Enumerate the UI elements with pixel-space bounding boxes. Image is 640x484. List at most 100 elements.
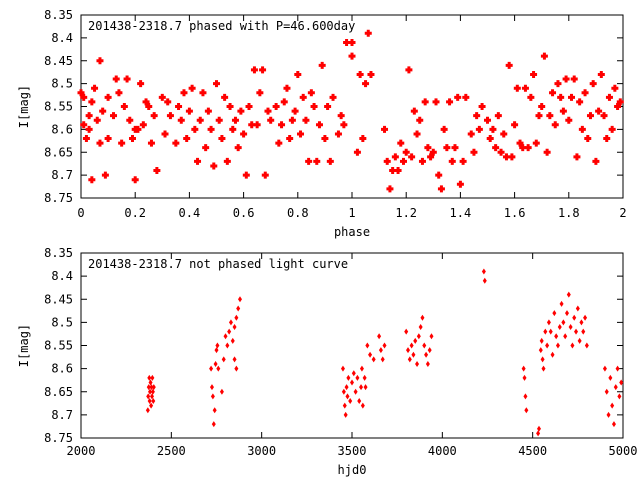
data-point [348, 38, 356, 46]
data-point [418, 157, 426, 165]
data-point [521, 365, 526, 372]
data-point [149, 384, 154, 391]
y-tick-label: 8.75 [44, 191, 73, 205]
data-point [603, 135, 611, 143]
data-point [297, 130, 305, 138]
data-point [286, 135, 294, 143]
data-point [110, 112, 118, 120]
data-point [229, 125, 237, 133]
data-point [554, 333, 559, 340]
data-point [353, 388, 358, 395]
data-point [180, 89, 188, 97]
data-point [145, 407, 150, 414]
data-point [563, 333, 568, 340]
data-point [377, 333, 382, 340]
data-point [538, 103, 546, 110]
data-point [435, 171, 443, 179]
data-point [538, 347, 543, 354]
data-point [541, 365, 546, 372]
data-point [196, 116, 204, 124]
data-point [413, 337, 418, 344]
data-point [380, 356, 385, 363]
data-point [194, 157, 202, 165]
data-point [115, 89, 123, 97]
data-point [583, 314, 588, 321]
data-point [536, 430, 541, 437]
data-point [539, 337, 544, 344]
data-point [574, 328, 579, 335]
y-axis-label: I[mag] [17, 324, 31, 367]
data-point [288, 116, 296, 124]
data-point [355, 374, 360, 381]
data-point [581, 328, 586, 335]
y-tick-label: 8.55 [44, 339, 73, 353]
x-tick-label: 2000 [67, 444, 96, 458]
data-point [313, 157, 321, 165]
data-point [278, 121, 286, 129]
data-point [402, 148, 410, 156]
data-point [613, 384, 618, 391]
data-point [340, 365, 345, 372]
data-point [150, 374, 155, 381]
data-point [494, 112, 502, 120]
data-point [360, 402, 365, 409]
data-point [600, 112, 608, 120]
data-point [123, 75, 131, 83]
data-point [500, 130, 508, 138]
y-tick-label: 8.6 [51, 362, 73, 376]
data-point [551, 121, 559, 129]
data-point [462, 93, 470, 101]
x-tick-label: 1.4 [450, 206, 472, 220]
data-point [324, 103, 332, 110]
data-point [126, 116, 134, 124]
data-point [326, 157, 334, 165]
data-point [481, 268, 486, 275]
data-point [470, 148, 478, 156]
data-point [559, 107, 567, 115]
data-point [570, 342, 575, 349]
data-point [346, 374, 351, 381]
data-point [148, 379, 153, 386]
data-point [158, 93, 166, 101]
data-point [343, 411, 348, 418]
data-point [259, 66, 267, 74]
data-point [394, 167, 402, 175]
data-point [608, 374, 613, 381]
data-point [302, 116, 310, 124]
data-point [150, 388, 155, 395]
data-point [151, 384, 156, 391]
x-tick-label: 1.2 [395, 206, 417, 220]
data-point [225, 342, 230, 349]
data-point [608, 125, 616, 133]
data-point [565, 116, 573, 124]
data-point [351, 370, 356, 377]
data-point [128, 135, 136, 143]
data-point [378, 347, 383, 354]
data-point [96, 57, 104, 65]
data-point [489, 125, 497, 133]
data-point [524, 407, 529, 414]
data-point [344, 384, 349, 391]
data-point [147, 374, 152, 381]
data-point [415, 361, 420, 367]
data-point [530, 70, 538, 78]
data-point [148, 388, 153, 395]
data-point [440, 125, 448, 133]
data-point [584, 135, 592, 143]
data-point [579, 319, 584, 326]
data-point [264, 107, 272, 115]
data-point [566, 291, 571, 298]
data-point [467, 130, 475, 138]
data-point [231, 116, 239, 124]
data-point [280, 98, 288, 106]
data-point [240, 130, 248, 138]
data-point [215, 116, 223, 124]
data-point [592, 157, 600, 165]
data-point [548, 328, 553, 335]
data-point [318, 61, 326, 69]
data-point [397, 139, 405, 147]
data-point [221, 93, 229, 101]
data-point [223, 157, 231, 165]
data-point [437, 185, 445, 193]
y-axis-label: I[mag] [17, 85, 31, 128]
